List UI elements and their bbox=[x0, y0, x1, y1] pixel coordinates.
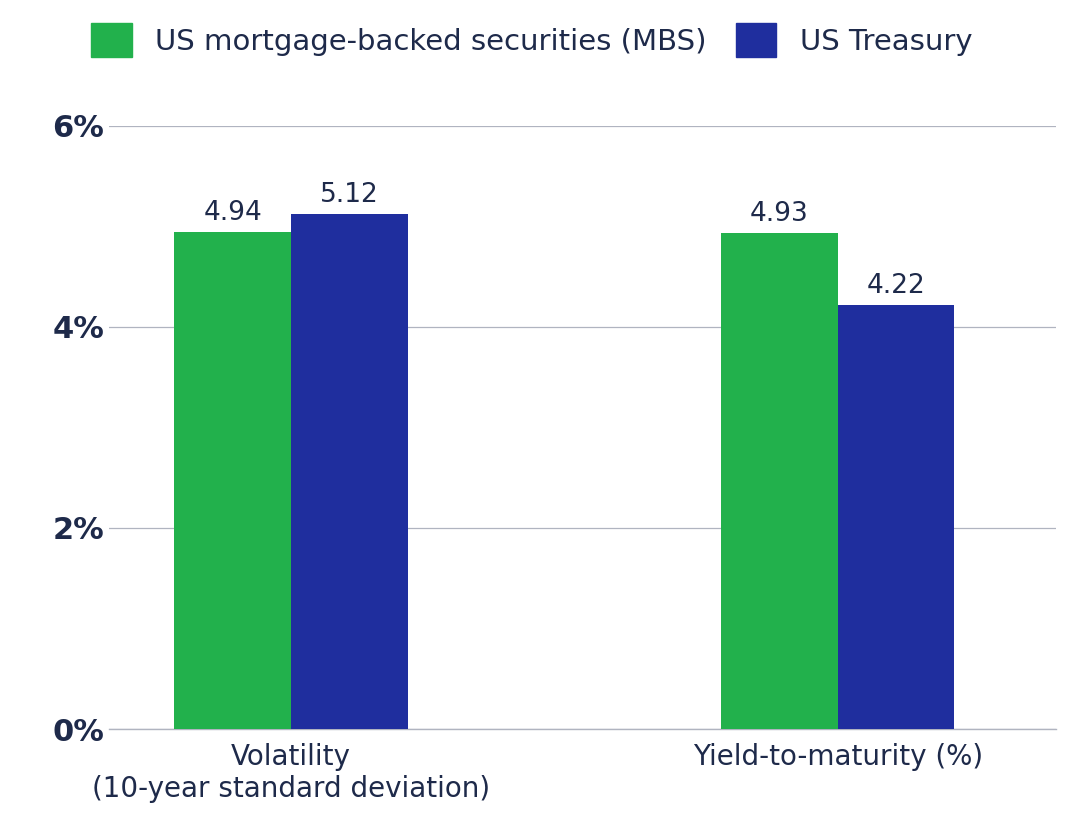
Legend: US mortgage-backed securities (MBS), US Treasury: US mortgage-backed securities (MBS), US … bbox=[90, 23, 972, 57]
Bar bbox=[837, 305, 954, 729]
Bar bbox=[721, 233, 837, 729]
Text: 4.93: 4.93 bbox=[750, 201, 809, 227]
Bar bbox=[174, 232, 291, 729]
Bar bbox=[291, 215, 407, 729]
Text: 4.22: 4.22 bbox=[867, 272, 926, 298]
Text: 4.94: 4.94 bbox=[204, 200, 262, 226]
Text: 5.12: 5.12 bbox=[320, 182, 379, 208]
